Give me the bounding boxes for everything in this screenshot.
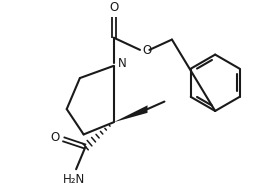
Text: O: O [109, 1, 118, 14]
Text: H₂N: H₂N [63, 173, 85, 186]
Polygon shape [114, 105, 148, 122]
Text: O: O [143, 44, 152, 57]
Text: N: N [117, 57, 126, 70]
Text: O: O [50, 131, 59, 144]
